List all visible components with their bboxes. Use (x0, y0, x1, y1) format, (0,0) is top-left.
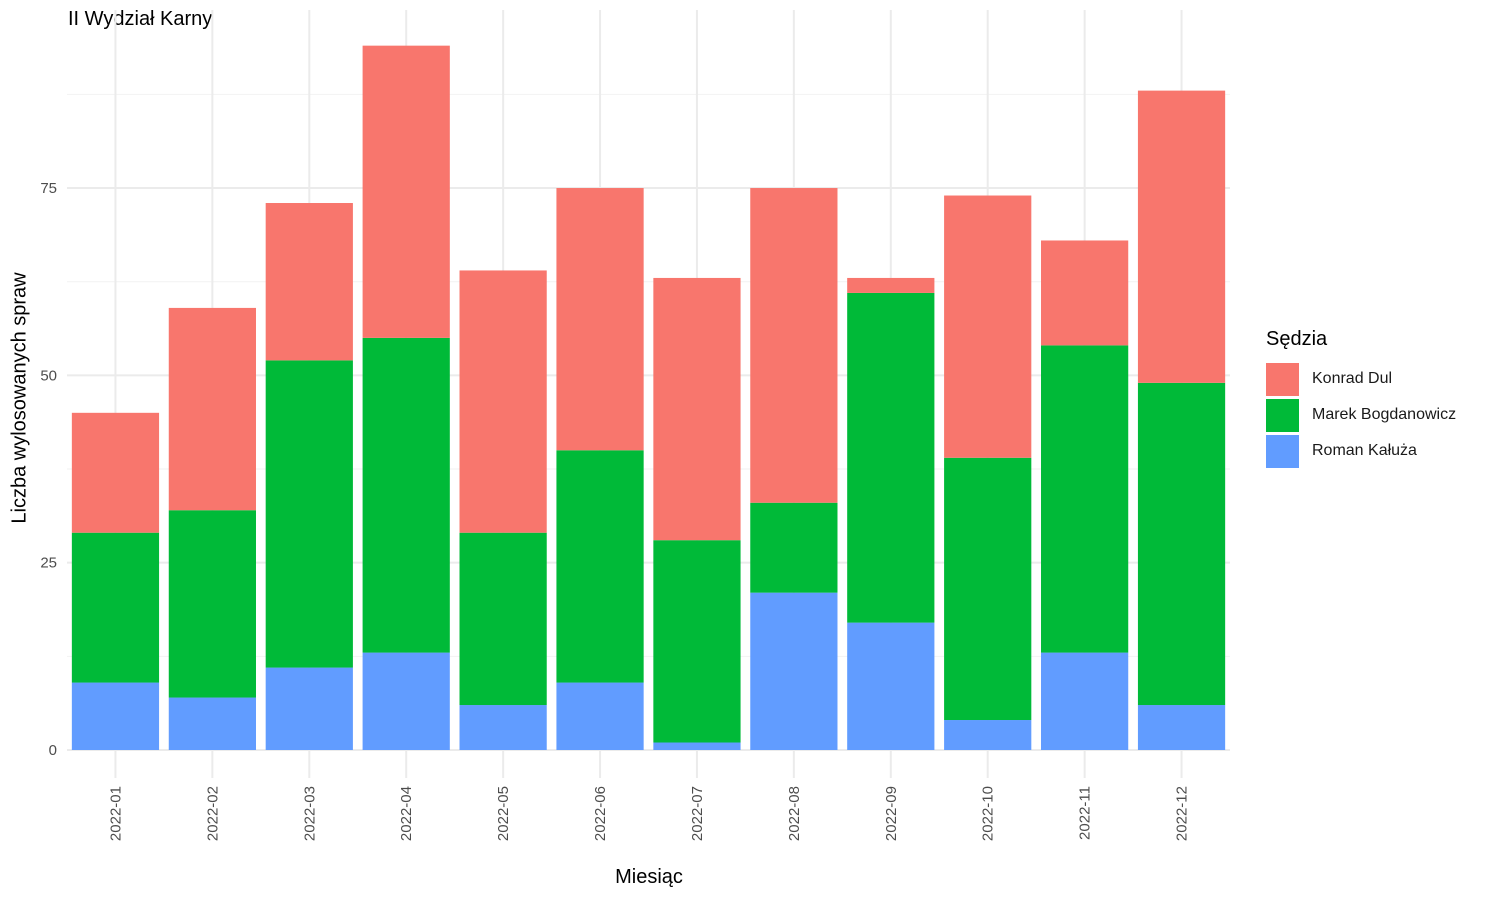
bar-segment-marek-bogdanowicz-2022-03 (265, 360, 353, 668)
bar-segment-konrad-dul-2022-01 (71, 412, 160, 533)
bar-segment-konrad-dul-2022-11 (1041, 240, 1129, 346)
legend-item: Roman Kałuża (1266, 433, 1456, 469)
x-tick-label: 2022-06 (592, 786, 609, 841)
bar-segment-marek-bogdanowicz-2022-08 (750, 502, 838, 593)
bar-segment-roman-ka-u-a-2022-06 (556, 682, 644, 750)
bar-segment-roman-ka-u-a-2022-04 (362, 652, 450, 750)
bar-segment-marek-bogdanowicz-2022-10 (944, 457, 1032, 721)
bar-segment-roman-ka-u-a-2022-09 (847, 622, 935, 750)
x-tick-label: 2022-01 (107, 786, 124, 841)
bar-segment-roman-ka-u-a-2022-05 (459, 705, 547, 750)
bar-segment-marek-bogdanowicz-2022-04 (362, 337, 450, 653)
x-tick-label: 2022-07 (689, 786, 706, 841)
y-tick-label: 25 (40, 555, 57, 572)
bar-segment-marek-bogdanowicz-2022-05 (459, 532, 547, 706)
legend-title: Sędzia (1266, 328, 1328, 350)
bar-segment-konrad-dul-2022-04 (362, 45, 450, 338)
legend-label: Konrad Dul (1312, 370, 1393, 387)
legend-swatch (1266, 398, 1299, 432)
legend-swatch (1266, 362, 1299, 396)
x-axis-ticks: 2022-01 2022-02 2022-03 2022-04 2022-05 2022-… (107, 786, 1190, 841)
bar-segment-marek-bogdanowicz-2022-07 (653, 540, 741, 743)
bar-segment-konrad-dul-2022-09 (847, 277, 935, 293)
bar-segment-marek-bogdanowicz-2022-11 (1041, 345, 1129, 653)
bar-segment-konrad-dul-2022-07 (653, 277, 741, 541)
bar-segment-roman-ka-u-a-2022-02 (168, 697, 256, 750)
legend: Sędzia Konrad Dul Marek Bogdanowicz Roman … (1266, 328, 1456, 469)
bar-segment-konrad-dul-2022-10 (944, 195, 1032, 458)
bar-segment-roman-ka-u-a-2022-03 (265, 667, 353, 750)
legend-label: Marek Bogdanowicz (1312, 406, 1457, 423)
bar-segment-marek-bogdanowicz-2022-12 (1137, 382, 1226, 706)
bar-segment-konrad-dul-2022-05 (459, 270, 547, 533)
x-tick-label: 2022-08 (786, 786, 803, 841)
legend-item: Konrad Dul (1266, 361, 1456, 397)
bar-segment-konrad-dul-2022-03 (265, 203, 353, 361)
x-tick-label: 2022-10 (980, 786, 997, 841)
bar-segment-roman-ka-u-a-2022-08 (750, 592, 838, 750)
bar-segment-marek-bogdanowicz-2022-06 (556, 450, 644, 683)
bar-segment-roman-ka-u-a-2022-01 (71, 682, 160, 750)
bar-segment-roman-ka-u-a-2022-12 (1137, 705, 1226, 750)
legend-swatch (1266, 434, 1299, 468)
bar-segment-konrad-dul-2022-08 (750, 188, 838, 503)
y-tick-label: 75 (40, 180, 57, 197)
y-axis-ticks: 0 25 50 75 (40, 180, 57, 759)
legend-label: Roman Kałuża (1312, 442, 1417, 459)
bar-segment-roman-ka-u-a-2022-11 (1041, 652, 1129, 750)
x-tick-label: 2022-03 (301, 786, 318, 841)
x-tick-label: 2022-04 (398, 786, 415, 841)
bar-segment-konrad-dul-2022-02 (168, 307, 256, 511)
bar-segment-konrad-dul-2022-06 (556, 188, 644, 451)
bar-segment-konrad-dul-2022-12 (1137, 90, 1226, 383)
x-tick-label: 2022-12 (1174, 786, 1191, 841)
bar-segment-roman-ka-u-a-2022-10 (944, 720, 1032, 750)
y-tick-label: 50 (40, 367, 57, 384)
bar-segment-marek-bogdanowicz-2022-02 (168, 510, 256, 698)
bars (71, 45, 1226, 750)
legend-item: Marek Bogdanowicz (1266, 397, 1456, 433)
y-tick-label: 0 (49, 742, 57, 759)
chart-title: II Wydział Karny (68, 8, 213, 30)
x-tick-label: 2022-09 (883, 786, 900, 841)
x-tick-label: 2022-02 (204, 786, 221, 841)
x-tick-label: 2022-05 (495, 786, 512, 841)
bar-segment-marek-bogdanowicz-2022-01 (71, 532, 160, 683)
legend-items: Konrad Dul Marek Bogdanowicz Roman Kałuża (1266, 361, 1456, 469)
bar-segment-marek-bogdanowicz-2022-09 (847, 292, 935, 623)
x-axis-label: Miesiąc (615, 866, 683, 888)
bar-segment-roman-ka-u-a-2022-07 (653, 742, 741, 750)
x-tick-label: 2022-11 (1077, 786, 1094, 840)
